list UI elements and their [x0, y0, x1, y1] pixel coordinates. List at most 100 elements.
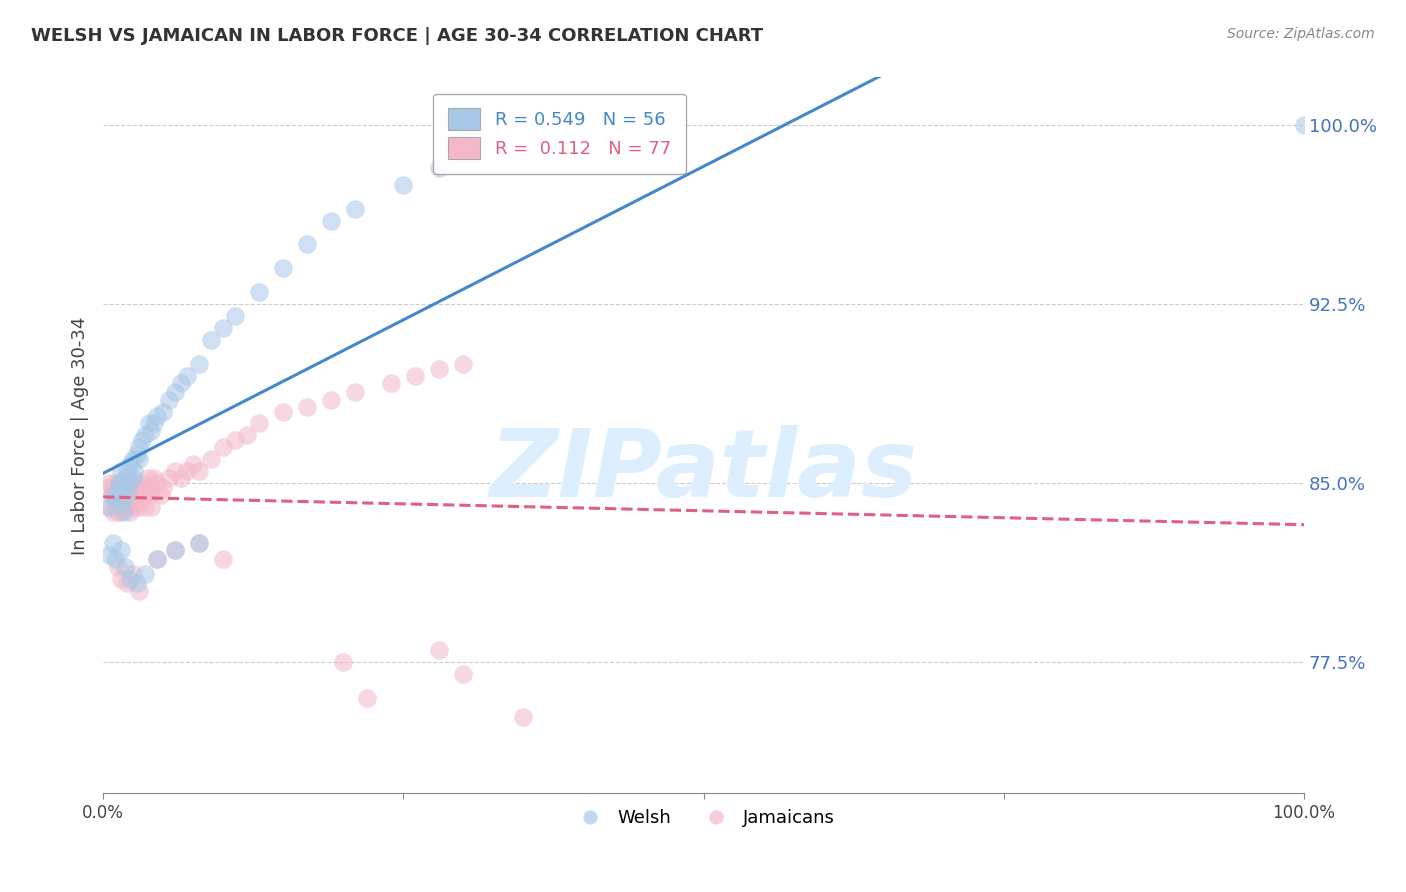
Welsh	[453, 146, 475, 161]
Jamaicans	[157, 471, 180, 485]
Jamaicans	[115, 500, 138, 514]
Jamaicans	[110, 505, 132, 519]
Jamaicans	[120, 476, 142, 491]
Jamaicans	[104, 488, 127, 502]
Jamaicans	[104, 500, 127, 514]
Jamaicans	[110, 488, 132, 502]
Jamaicans	[114, 481, 136, 495]
Welsh	[1294, 118, 1316, 132]
Text: WELSH VS JAMAICAN IN LABOR FORCE | AGE 30-34 CORRELATION CHART: WELSH VS JAMAICAN IN LABOR FORCE | AGE 3…	[31, 27, 763, 45]
Jamaicans	[453, 667, 475, 681]
Jamaicans	[165, 464, 187, 478]
Welsh	[125, 448, 148, 462]
Jamaicans	[115, 481, 138, 495]
Jamaicans	[332, 655, 354, 669]
Welsh	[134, 566, 156, 581]
Welsh	[165, 385, 187, 400]
Welsh	[142, 417, 165, 431]
Welsh	[224, 309, 246, 323]
Jamaicans	[224, 433, 246, 447]
Jamaicans	[122, 500, 145, 514]
Jamaicans	[96, 481, 118, 495]
Jamaicans	[297, 400, 319, 414]
Jamaicans	[404, 368, 426, 383]
Welsh	[188, 357, 211, 371]
Jamaicans	[453, 357, 475, 371]
Welsh	[170, 376, 193, 390]
Jamaicans	[212, 440, 235, 454]
Jamaicans	[107, 559, 129, 574]
Jamaicans	[104, 476, 127, 491]
Jamaicans	[131, 476, 153, 491]
Jamaicans	[149, 488, 172, 502]
Welsh	[115, 464, 138, 478]
Jamaicans	[200, 452, 222, 467]
Jamaicans	[115, 576, 138, 591]
Jamaicans	[128, 583, 150, 598]
Welsh	[134, 428, 156, 442]
Jamaicans	[146, 476, 169, 491]
Welsh	[138, 417, 160, 431]
Jamaicans	[112, 495, 135, 509]
Welsh	[118, 476, 141, 491]
Welsh	[115, 488, 138, 502]
Welsh	[98, 500, 121, 514]
Text: Source: ZipAtlas.com: Source: ZipAtlas.com	[1227, 27, 1375, 41]
Jamaicans	[118, 505, 141, 519]
Jamaicans	[212, 552, 235, 566]
Welsh	[176, 368, 198, 383]
Text: ZIPatlas: ZIPatlas	[489, 425, 918, 517]
Welsh	[110, 543, 132, 558]
Jamaicans	[165, 543, 187, 558]
Jamaicans	[512, 710, 534, 724]
Welsh	[512, 130, 534, 145]
Jamaicans	[100, 488, 122, 502]
Welsh	[297, 237, 319, 252]
Jamaicans	[107, 505, 129, 519]
Jamaicans	[124, 495, 146, 509]
Welsh	[429, 161, 451, 175]
Jamaicans	[136, 471, 159, 485]
Welsh	[188, 535, 211, 549]
Welsh	[344, 202, 367, 216]
Jamaicans	[321, 392, 343, 407]
Jamaicans	[134, 481, 156, 495]
Welsh	[125, 576, 148, 591]
Welsh	[118, 457, 141, 471]
Jamaicans	[98, 476, 121, 491]
Welsh	[321, 213, 343, 227]
Jamaicans	[188, 535, 211, 549]
Jamaicans	[247, 417, 270, 431]
Welsh	[104, 492, 127, 507]
Jamaicans	[181, 457, 204, 471]
Welsh	[110, 483, 132, 498]
Jamaicans	[107, 488, 129, 502]
Welsh	[392, 178, 415, 192]
Jamaicans	[125, 476, 148, 491]
Jamaicans	[118, 488, 141, 502]
Jamaicans	[115, 471, 138, 485]
Jamaicans	[122, 566, 145, 581]
Jamaicans	[344, 385, 367, 400]
Jamaicans	[138, 488, 160, 502]
Jamaicans	[122, 488, 145, 502]
Jamaicans	[271, 404, 294, 418]
Jamaicans	[98, 500, 121, 514]
Welsh	[107, 476, 129, 491]
Jamaicans	[101, 505, 124, 519]
Welsh	[107, 481, 129, 495]
Jamaicans	[429, 361, 451, 376]
Jamaicans	[429, 643, 451, 657]
Jamaicans	[141, 481, 163, 495]
Welsh	[131, 433, 153, 447]
Welsh	[111, 495, 134, 509]
Welsh	[146, 552, 169, 566]
Jamaicans	[170, 471, 193, 485]
Jamaicans	[188, 464, 211, 478]
Welsh	[212, 321, 235, 335]
Welsh	[200, 333, 222, 347]
Y-axis label: In Labor Force | Age 30-34: In Labor Force | Age 30-34	[72, 316, 89, 555]
Jamaicans	[380, 376, 402, 390]
Jamaicans	[128, 500, 150, 514]
Jamaicans	[132, 488, 155, 502]
